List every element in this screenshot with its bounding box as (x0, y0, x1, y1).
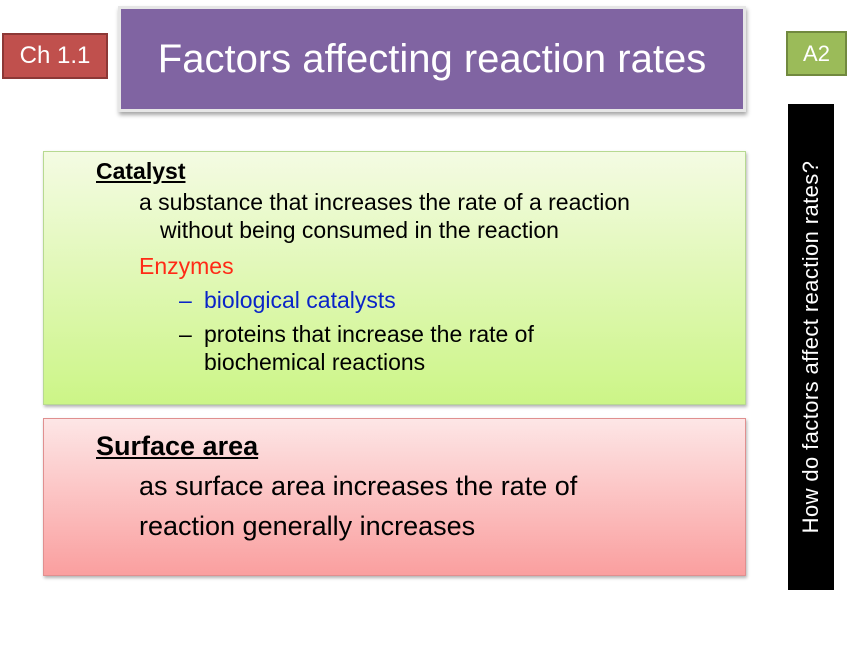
enzymes-point-proteins-line2: biochemical reactions (204, 349, 426, 375)
side-question-text: How do factors affect reaction rates? (798, 160, 823, 534)
surface-area-text-line2: reaction generally increases (139, 511, 476, 541)
catalyst-heading: Catalyst (96, 158, 186, 184)
enzymes-label: Enzymes (139, 253, 234, 279)
level-badge: A2 (786, 31, 847, 76)
catalyst-definition-line1: a substance that increases the rate of a… (139, 189, 630, 215)
enzymes-point-proteins-line1: proteins that increase the rate of (204, 321, 534, 347)
catalyst-definition-line2: without being consumed in the reaction (160, 217, 559, 243)
surface-area-heading: Surface area (96, 431, 259, 461)
chapter-badge: Ch 1.1 (2, 33, 108, 79)
slide-title: Factors affecting reaction rates (118, 6, 746, 112)
surface-area-panel: Surface area as surface area increases t… (43, 418, 746, 576)
bullet-dash-2: – (179, 321, 192, 347)
enzymes-point-biological-catalysts: biological catalysts (204, 287, 396, 313)
catalyst-panel: Catalyst a substance that increases the … (43, 151, 746, 405)
surface-area-text-line1: as surface area increases the rate of (139, 471, 578, 501)
side-question-bar: How do factors affect reaction rates? (788, 104, 834, 590)
bullet-dash-1: – (179, 287, 192, 313)
